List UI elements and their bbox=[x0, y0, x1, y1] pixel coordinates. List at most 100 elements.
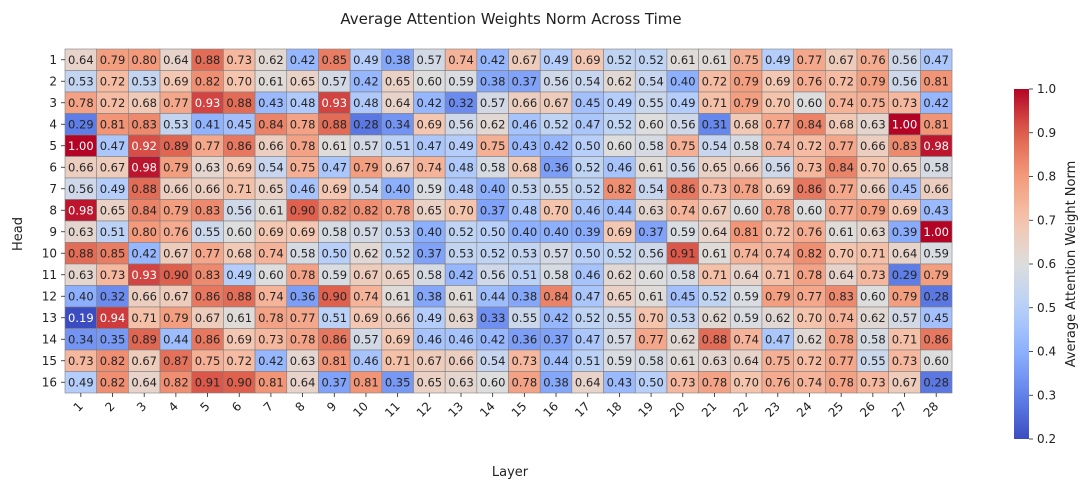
cell-value-label: 0.39 bbox=[892, 225, 918, 239]
cell-value-label: 0.59 bbox=[417, 182, 443, 196]
cell-value-label: 0.42 bbox=[448, 268, 474, 282]
cell-value-label: 0.69 bbox=[575, 53, 601, 67]
cell-value-label: 0.58 bbox=[670, 268, 696, 282]
cell-value-label: 0.60 bbox=[607, 139, 633, 153]
cell-value-label: 0.39 bbox=[575, 225, 601, 239]
cell-value-label: 0.79 bbox=[163, 311, 189, 325]
cell-value-label: 0.78 bbox=[68, 96, 94, 110]
x-tick-label: 15 bbox=[509, 399, 530, 420]
cell-value-label: 0.90 bbox=[321, 289, 347, 303]
cell-value-label: 0.77 bbox=[765, 117, 791, 131]
cell-value-label: 0.31 bbox=[702, 117, 728, 131]
cell-value-label: 0.37 bbox=[480, 203, 506, 217]
cell-value-label: 0.53 bbox=[68, 74, 94, 88]
cell-value-label: 0.19 bbox=[68, 311, 94, 325]
cell-value-label: 0.51 bbox=[512, 268, 538, 282]
cell-value-label: 0.45 bbox=[923, 311, 949, 325]
cell-value-label: 0.82 bbox=[163, 375, 189, 389]
cell-value-label: 0.35 bbox=[385, 375, 411, 389]
y-tick-label: 15 bbox=[42, 354, 57, 368]
cell-value-label: 0.70 bbox=[797, 311, 823, 325]
cell-value-label: 0.60 bbox=[733, 203, 759, 217]
cell-value-label: 0.67 bbox=[512, 53, 538, 67]
cell-value-label: 0.66 bbox=[512, 96, 538, 110]
cell-value-label: 0.82 bbox=[100, 375, 126, 389]
cell-value-label: 0.62 bbox=[860, 311, 886, 325]
cell-value-label: 0.72 bbox=[226, 354, 252, 368]
cell-value-label: 0.88 bbox=[226, 96, 252, 110]
y-tick-label: 14 bbox=[42, 332, 57, 346]
colorbar-tick-label: 0.2 bbox=[1037, 432, 1056, 446]
x-tick-label: 5 bbox=[197, 399, 212, 414]
cell-value-label: 0.78 bbox=[828, 375, 854, 389]
cell-value-label: 0.61 bbox=[448, 289, 474, 303]
cell-value-label: 0.64 bbox=[702, 225, 728, 239]
cell-value-label: 0.81 bbox=[923, 74, 949, 88]
cell-value-label: 0.87 bbox=[163, 354, 189, 368]
y-tick-label: 9 bbox=[49, 225, 57, 239]
x-tick-label: 1 bbox=[71, 399, 86, 414]
x-tick-label: 16 bbox=[540, 399, 561, 420]
y-tick-label: 6 bbox=[49, 160, 57, 174]
cell-value-label: 0.64 bbox=[733, 354, 759, 368]
cell-value-label: 0.58 bbox=[923, 160, 949, 174]
cell-value-label: 0.82 bbox=[797, 246, 823, 260]
cell-value-label: 0.50 bbox=[575, 139, 601, 153]
cell-value-label: 0.56 bbox=[543, 74, 569, 88]
cell-value-label: 0.73 bbox=[258, 332, 284, 346]
cell-value-label: 0.46 bbox=[353, 354, 379, 368]
cell-value-label: 0.76 bbox=[765, 375, 791, 389]
cell-value-label: 0.62 bbox=[258, 53, 284, 67]
cell-value-label: 0.42 bbox=[290, 53, 316, 67]
colorbar-tick-label: 0.7 bbox=[1037, 213, 1056, 227]
cell-value-label: 0.81 bbox=[353, 375, 379, 389]
cell-value-label: 0.70 bbox=[828, 246, 854, 260]
cell-value-label: 0.79 bbox=[765, 289, 791, 303]
cell-value-label: 0.74 bbox=[828, 311, 854, 325]
cell-value-label: 0.70 bbox=[226, 74, 252, 88]
cell-value-label: 0.78 bbox=[512, 375, 538, 389]
cell-value-label: 0.60 bbox=[923, 354, 949, 368]
cell-value-label: 0.74 bbox=[828, 96, 854, 110]
cell-value-label: 0.81 bbox=[321, 354, 347, 368]
cell-value-label: 0.67 bbox=[417, 354, 443, 368]
cell-value-label: 0.67 bbox=[702, 203, 728, 217]
cell-value-label: 0.74 bbox=[258, 289, 284, 303]
cell-value-label: 0.64 bbox=[892, 246, 918, 260]
cell-value-label: 0.56 bbox=[480, 268, 506, 282]
cell-value-label: 0.63 bbox=[195, 160, 221, 174]
x-tick-label: 24 bbox=[794, 399, 815, 420]
cell-value-label: 0.69 bbox=[385, 332, 411, 346]
cell-value-label: 0.84 bbox=[258, 117, 284, 131]
cell-value-label: 0.58 bbox=[638, 354, 664, 368]
cell-value-label: 0.78 bbox=[765, 203, 791, 217]
y-tick-label: 10 bbox=[42, 246, 57, 260]
cell-value-label: 0.42 bbox=[480, 53, 506, 67]
cell-value-label: 0.71 bbox=[892, 332, 918, 346]
cell-value-label: 0.68 bbox=[226, 246, 252, 260]
cell-value-label: 0.46 bbox=[417, 332, 443, 346]
cell-value-label: 0.73 bbox=[892, 354, 918, 368]
cell-value-label: 0.73 bbox=[860, 268, 886, 282]
cell-value-label: 0.98 bbox=[131, 160, 157, 174]
cell-value-label: 0.84 bbox=[797, 117, 823, 131]
cell-value-label: 0.79 bbox=[163, 203, 189, 217]
cell-value-label: 0.57 bbox=[892, 311, 918, 325]
cell-value-label: 0.81 bbox=[733, 225, 759, 239]
cell-value-label: 0.40 bbox=[543, 225, 569, 239]
cell-value-label: 0.56 bbox=[765, 160, 791, 174]
cell-value-label: 0.77 bbox=[828, 139, 854, 153]
x-tick-label: 13 bbox=[445, 399, 466, 420]
cell-value-label: 0.88 bbox=[195, 53, 221, 67]
cell-value-label: 0.44 bbox=[480, 289, 506, 303]
cell-value-label: 0.33 bbox=[480, 311, 506, 325]
cell-value-label: 0.42 bbox=[417, 96, 443, 110]
cell-value-label: 0.42 bbox=[258, 354, 284, 368]
cell-value-label: 0.49 bbox=[226, 268, 252, 282]
cell-value-label: 0.71 bbox=[860, 246, 886, 260]
cell-value-label: 0.90 bbox=[290, 203, 316, 217]
cell-value-label: 0.86 bbox=[321, 332, 347, 346]
cell-value-label: 0.48 bbox=[290, 96, 316, 110]
cell-value-label: 0.65 bbox=[385, 268, 411, 282]
